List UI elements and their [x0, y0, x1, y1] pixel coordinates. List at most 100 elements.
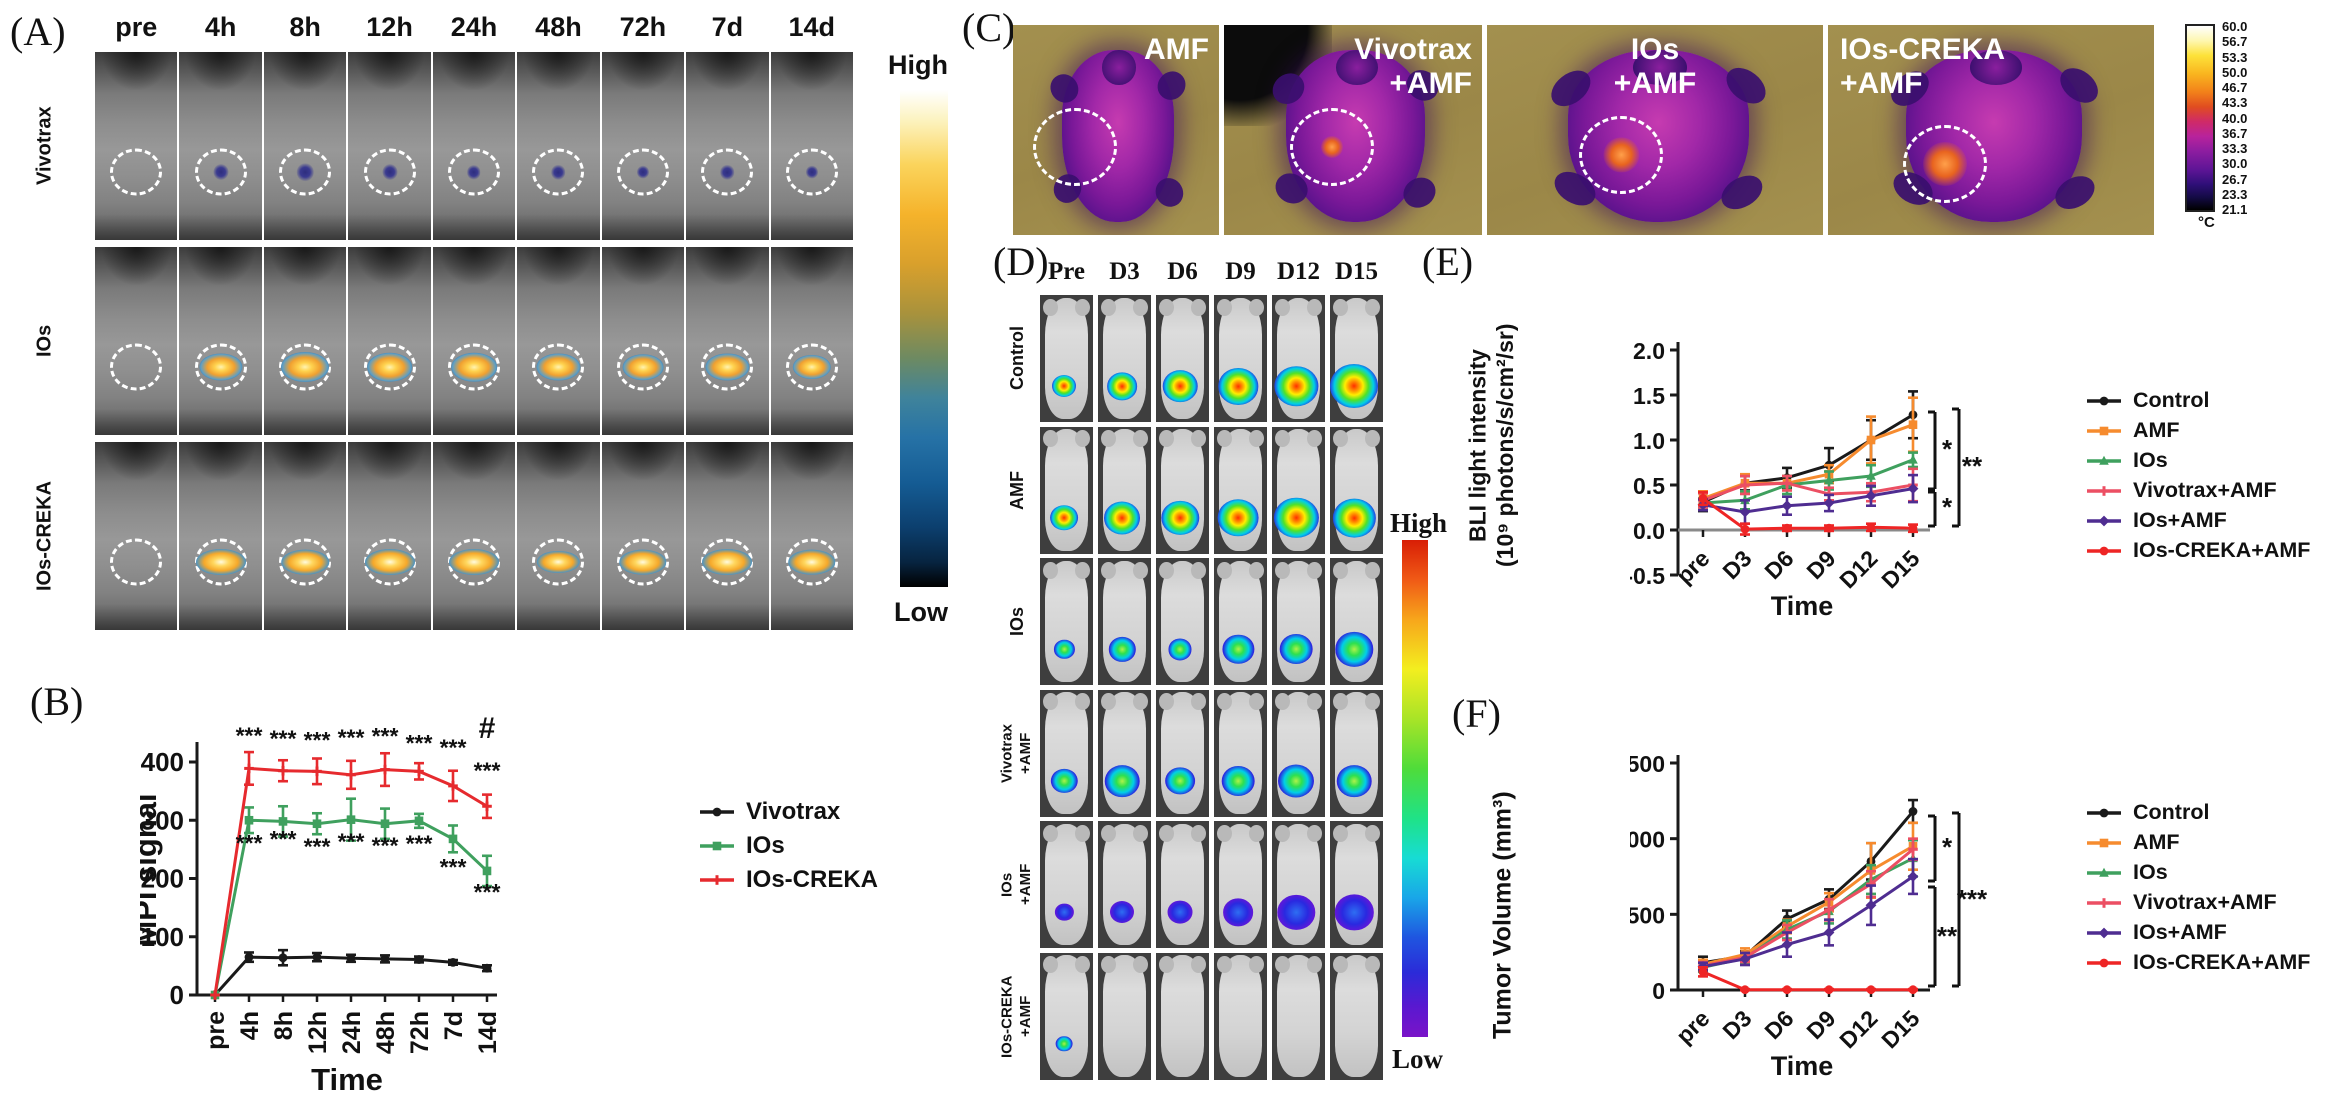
mpi-mouse-image	[517, 52, 600, 240]
mpi-mouse-image	[179, 247, 262, 435]
bli-signal-blob	[1104, 501, 1141, 535]
bli-signal-blob	[1054, 640, 1075, 659]
mpi-mouse-image	[686, 247, 769, 435]
mouse-body	[1217, 560, 1265, 683]
mouse-body	[1101, 823, 1149, 946]
temperature-tick: 36.7	[2222, 125, 2248, 141]
legend-marker	[2087, 867, 2121, 877]
svg-text:pre: pre	[202, 1011, 230, 1050]
mouse-limb	[1715, 168, 1768, 216]
svg-text:***: ***	[304, 727, 331, 753]
mpi-mouse-image	[770, 52, 853, 240]
panel-a-image-grid	[95, 52, 853, 630]
bli-signal-blob	[1167, 901, 1193, 924]
legend-item: IOs-CREKA+AMF	[2085, 538, 2310, 563]
day-label: Pre	[1047, 258, 1085, 285]
bli-signal-blob	[1055, 1036, 1073, 1052]
mpi-mouse-image	[601, 247, 685, 435]
mpi-mouse-image	[95, 247, 178, 435]
panel-d-image-row	[1040, 558, 1383, 685]
timepoint-label: 72h	[619, 12, 667, 42]
svg-text:0.0: 0.0	[1633, 518, 1665, 544]
mouse-body	[1043, 692, 1091, 814]
mouse-body	[1159, 955, 1207, 1077]
svg-text:***: ***	[338, 725, 365, 751]
mouse-head	[1336, 50, 1378, 85]
mouse-body	[1217, 823, 1265, 946]
svg-text:Time: Time	[1771, 591, 1834, 621]
svg-text:***: ***	[372, 723, 399, 749]
mouse-body	[1275, 955, 1323, 1077]
panel-a-image-row	[95, 52, 853, 240]
panel-d-row-label: Vivotrax +AMF	[998, 723, 1034, 783]
temperature-tick: 50.0	[2222, 64, 2248, 80]
legend-label: Control	[2133, 800, 2210, 824]
colorbar-d-low-label: Low	[1392, 1044, 1444, 1074]
svg-text:D6: D6	[1759, 545, 1798, 584]
legend-item: Vivotrax	[698, 798, 878, 826]
panel-a-letter: (A)	[10, 9, 66, 54]
svg-text:72h: 72h	[406, 1011, 434, 1054]
mpi-signal-blob	[702, 549, 753, 576]
legend-label: IOs	[2133, 448, 2168, 472]
mpi-mouse-image	[770, 247, 853, 435]
mpi-mouse-image	[686, 442, 769, 630]
legend-label: IOs+AMF	[2133, 920, 2227, 944]
tumor-roi-circle	[785, 538, 838, 586]
mouse-limb	[2049, 168, 2101, 216]
legend-item: AMF	[2085, 418, 2310, 443]
bli-mouse-image	[1098, 952, 1151, 1080]
svg-text:100: 100	[141, 922, 184, 952]
thermal-image-label: IOs +AMF	[1613, 33, 1697, 100]
mouse-limb	[2053, 60, 2105, 111]
mpi-signal-blob	[448, 549, 499, 576]
legend-label: Control	[2133, 388, 2210, 412]
svg-text:**: **	[1937, 921, 1958, 951]
panel-d-day-header: Pre D3 D6 D9 D12 D15	[1040, 258, 1383, 286]
mpi-signal-blob	[619, 549, 667, 575]
mpi-signal-blob	[366, 353, 413, 382]
mouse-limb	[1151, 65, 1191, 106]
mpi-mouse-image	[432, 52, 516, 240]
panel-a-row-label: Vivotrax	[33, 106, 56, 186]
bli-mouse-image	[1040, 295, 1093, 422]
svg-text:D15: D15	[1876, 545, 1924, 593]
mouse-limb	[1045, 69, 1085, 109]
bli-signal-blob	[1107, 372, 1138, 401]
temperature-tick: 23.3	[2222, 186, 2248, 202]
legend-label: AMF	[2133, 418, 2180, 442]
svg-text:D12: D12	[1834, 545, 1882, 593]
panel-d-image-row	[1040, 426, 1383, 554]
heat-spot	[1603, 137, 1639, 173]
mpi-mouse-image	[432, 442, 516, 630]
bli-signal-blob	[1055, 904, 1074, 921]
svg-text:7d: 7d	[440, 1011, 468, 1040]
panel-f-legend: Control AMF IOs Vivotrax+AMF IOs+AMF IOs-CREK…	[2085, 800, 2310, 975]
mpi-mouse-image	[770, 442, 853, 630]
panel-a-row-label: IOs	[33, 324, 56, 358]
svg-text:14d: 14d	[474, 1011, 502, 1054]
bli-mouse-image	[1156, 426, 1209, 554]
bli-signal-blob	[1222, 635, 1254, 664]
legend-marker	[2087, 485, 2121, 496]
mpi-signal-blob	[720, 165, 735, 180]
thermal-image-label: AMF	[1144, 33, 1209, 66]
mpi-mouse-image	[348, 52, 431, 240]
bli-mouse-image	[1040, 426, 1093, 554]
panel-c-thermal-images: AMF Vivotrax +AMF IOs +AMF IOs-CREKA +AMF	[1013, 25, 2154, 235]
panel-d-letter: (D)	[993, 239, 1049, 284]
bli-mouse-image	[1098, 558, 1151, 685]
panel-b-letter: (B)	[30, 679, 84, 724]
mpi-mouse-image	[601, 52, 685, 240]
thermal-image: IOs +AMF	[1487, 25, 1823, 235]
bli-mouse-image	[1214, 689, 1267, 817]
legend-marker	[2087, 927, 2121, 938]
mpi-signal-blob	[296, 163, 314, 182]
legend-item: IOs+AMF	[2085, 920, 2310, 945]
svg-text:Time: Time	[1771, 1051, 1834, 1081]
tumor-roi-circle	[279, 538, 332, 586]
svg-text:***: ***	[270, 725, 297, 751]
legend-label: Vivotrax+AMF	[2133, 478, 2277, 502]
mouse-body	[1884, 50, 2105, 223]
bli-intensity-chart: -0.50.00.51.01.52.0preD3D6D9D12D15Time**…	[1630, 338, 1983, 621]
